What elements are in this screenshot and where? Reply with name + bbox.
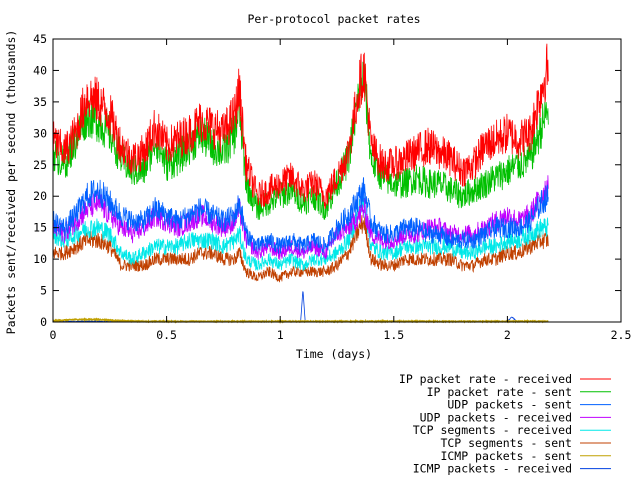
series-line (52, 43, 549, 209)
series-layer (52, 43, 549, 324)
x-tick-label: 1.5 (383, 328, 404, 342)
series-line (52, 317, 549, 324)
y-axis-label: Packets sent/received per second (thousa… (4, 30, 18, 335)
series-line (52, 193, 549, 271)
legend-entry-label: UDP packets - received (420, 410, 572, 424)
x-tick-label: 0 (50, 328, 57, 342)
legend-entry-label: TCP segments - received (413, 423, 572, 437)
x-axis-ticks: 0 0.5 1 1.5 2 2.5 (50, 39, 632, 342)
y-axis-ticks: 0 5 10 15 20 25 30 35 40 45 (33, 32, 621, 329)
series-line (52, 291, 549, 323)
legend-entry-label: UDP packets - sent (447, 398, 572, 412)
x-axis-label: Time (days) (296, 347, 372, 361)
x-tick-label: 2 (504, 328, 511, 342)
y-tick-label: 35 (33, 95, 47, 109)
y-tick-label: 40 (33, 63, 47, 77)
y-tick-label: 20 (33, 189, 47, 203)
series-line (52, 177, 549, 254)
legend-entry-label: IP packet rate - received (399, 372, 572, 386)
y-tick-label: 10 (33, 252, 47, 266)
x-tick-label: 1 (277, 328, 284, 342)
y-tick-label: 15 (33, 221, 47, 235)
y-tick-label: 45 (33, 32, 47, 46)
y-tick-label: 30 (33, 126, 47, 140)
y-tick-label: 0 (40, 315, 47, 329)
legend-entry-label: IP packet rate - sent (427, 385, 572, 399)
legend-entry-label: TCP segments - sent (440, 436, 572, 450)
y-tick-label: 25 (33, 158, 47, 172)
chart-title: Per-protocol packet rates (247, 12, 420, 26)
legend-entry-label: ICMP packets - sent (440, 449, 572, 463)
x-tick-label: 0.5 (156, 328, 177, 342)
x-tick-label: 2.5 (611, 328, 632, 342)
legend-entry-label: ICMP packets - received (413, 462, 572, 476)
y-tick-label: 5 (40, 284, 47, 298)
plot-frame (52, 38, 622, 323)
series-line (52, 61, 549, 220)
series-line (52, 215, 549, 283)
